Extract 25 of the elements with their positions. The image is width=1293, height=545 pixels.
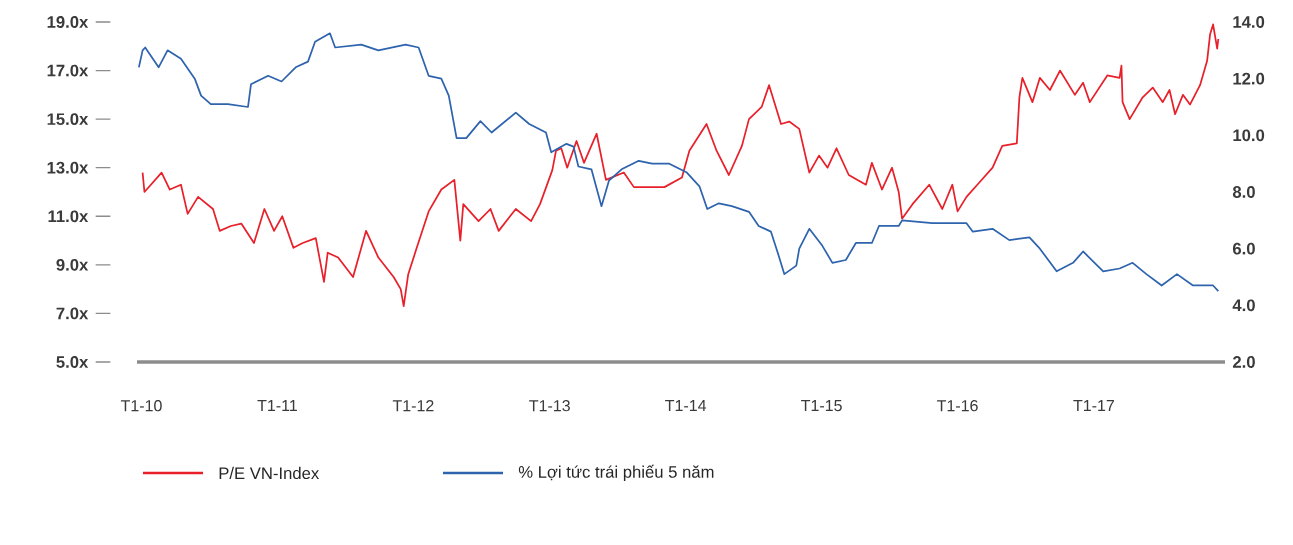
- y-tick-label: 17.0x: [47, 64, 89, 77]
- y-tick-label: 19.0x: [47, 16, 89, 28]
- x-tick-label: T1-13: [529, 400, 570, 412]
- y2-tick-label: 2.0: [1232, 356, 1255, 368]
- x-tick-label: T1-16: [937, 400, 978, 412]
- y-tick-label: 11.0x: [48, 210, 89, 223]
- legend-label: % Lợi tức trái phiếu 5 năm: [518, 464, 714, 482]
- y-tick-label: 13.0x: [47, 161, 89, 174]
- y2-tick-label: 14.0: [1233, 16, 1265, 28]
- x-tick-label: T1-12: [392, 400, 434, 412]
- y2-tick-label: 12.0: [1233, 72, 1265, 85]
- y-tick-label: 9.0x: [56, 258, 89, 271]
- x-tick-label: T1-14: [665, 400, 707, 412]
- x-tick-label: T1-10: [120, 400, 162, 412]
- y2-tick-label: 8.0: [1232, 186, 1255, 198]
- y2-tick-label: 4.0: [1232, 299, 1255, 312]
- y-tick-label: 5.0x: [56, 356, 89, 368]
- x-tick-label: T1-11: [257, 400, 297, 412]
- x-tick-label: T1-15: [801, 400, 842, 412]
- y2-tick-label: 6.0: [1232, 242, 1255, 255]
- x-tick-label: T1-17: [1073, 400, 1114, 412]
- legend-label: P/E VN-Index: [219, 466, 320, 480]
- y2-tick-label: 10.0: [1233, 129, 1265, 142]
- y-tick-label: 15.0x: [47, 113, 89, 126]
- y-tick-label: 7.0x: [56, 307, 89, 320]
